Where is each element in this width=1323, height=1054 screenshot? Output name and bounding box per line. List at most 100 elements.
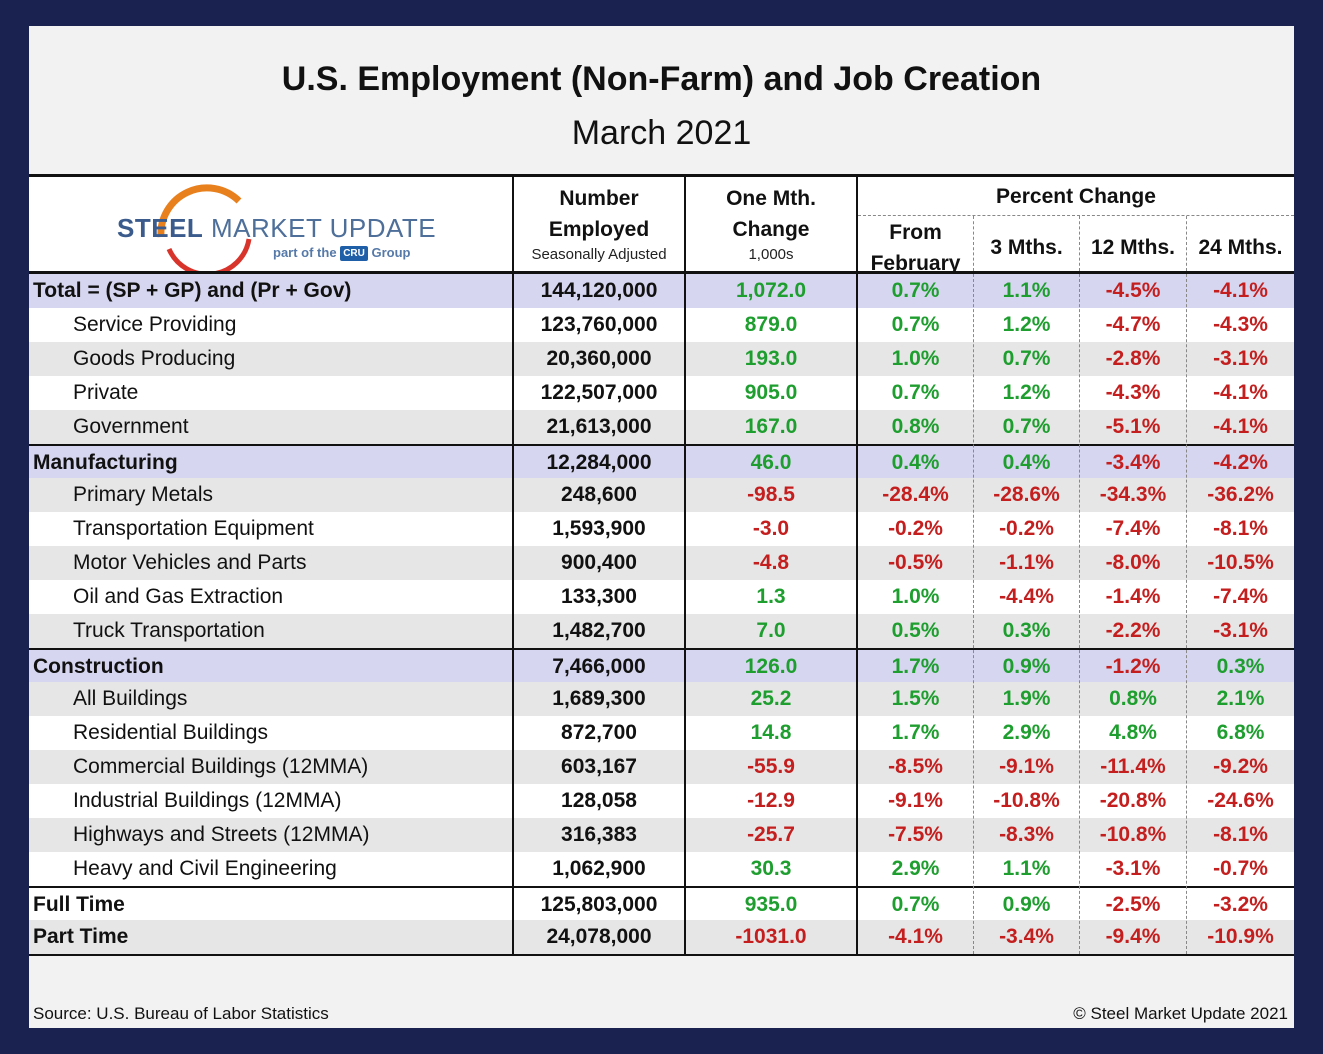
row-label: Industrial Buildings (12MMA) <box>73 789 342 812</box>
cell-m3: -1.1% <box>999 551 1054 574</box>
cell-feb: 1.5% <box>891 687 940 710</box>
cell-m3: 1.9% <box>1002 687 1051 710</box>
column-divider <box>1186 274 1187 954</box>
logo-text: STEEL MARKET UPDATE <box>117 213 436 244</box>
header-divider <box>973 216 974 271</box>
table-row: Primary Metals 248,600 -98.5 -28.4% -28.6% -3… <box>29 478 1294 512</box>
cell-m24: -9.2% <box>1213 755 1268 778</box>
cell-m12: -4.3% <box>1105 381 1161 404</box>
header-change-line2: Change <box>732 218 810 241</box>
cell-m12: -5.1% <box>1105 415 1161 438</box>
column-divider <box>684 274 686 954</box>
header-number-note: Seasonally Adjusted <box>531 246 667 263</box>
header-percent-change: Percent Change <box>996 185 1156 208</box>
cell-number: 316,383 <box>561 823 637 846</box>
table-header: STEEL MARKET UPDATE part of the CRU Grou… <box>29 174 1294 275</box>
table-row: Government 21,613,000 167.0 0.8% 0.7% -5.1% -4… <box>29 410 1294 444</box>
cell-m3: -10.8% <box>993 789 1060 812</box>
row-label: All Buildings <box>73 687 188 710</box>
logo-sub-label: part of the <box>273 245 337 260</box>
cell-change: 1.3 <box>756 585 786 608</box>
table-row: Part Time 24,078,000 -1031.0 -4.1% -3.4% -9.4… <box>29 920 1294 954</box>
row-label: Highways and Streets (12MMA) <box>73 823 370 846</box>
cell-number: 24,078,000 <box>546 925 652 948</box>
row-label: Manufacturing <box>33 451 178 474</box>
row-label: Full Time <box>33 893 125 916</box>
cell-change: 167.0 <box>744 415 798 438</box>
cell-m12: -4.7% <box>1105 313 1161 336</box>
cell-m3: 2.9% <box>1002 721 1051 744</box>
title-box: U.S. Employment (Non-Farm) and Job Creat… <box>29 26 1294 174</box>
cell-m3: 0.9% <box>1002 893 1051 916</box>
cell-change: 126.0 <box>744 655 798 678</box>
cell-number: 21,613,000 <box>546 415 652 438</box>
source-note: Source: U.S. Bureau of Labor Statistics <box>33 1004 329 1023</box>
header-24-months: 24 Mths. <box>1198 236 1283 259</box>
logo-subtext: part of the CRU Group <box>273 245 410 262</box>
cell-change: 879.0 <box>744 313 798 336</box>
row-label: Heavy and Civil Engineering <box>73 857 337 880</box>
column-divider <box>512 274 514 954</box>
cell-change: -1031.0 <box>735 925 807 948</box>
table-row: Construction 7,466,000 126.0 1.7% 0.9% -1.2% 0… <box>29 648 1294 682</box>
row-label: Government <box>73 415 189 438</box>
cell-feb: 0.7% <box>891 313 940 336</box>
table-bottom-rule <box>29 954 1294 956</box>
cell-feb: 0.5% <box>891 619 940 642</box>
cell-m12: -3.1% <box>1105 857 1161 880</box>
cell-m24: 6.8% <box>1216 721 1265 744</box>
cell-m12: -2.5% <box>1105 893 1161 916</box>
column-divider <box>973 274 974 954</box>
cell-m24: -10.9% <box>1207 925 1274 948</box>
table-row: Total = (SP + GP) and (Pr + Gov) 144,120,… <box>29 274 1294 308</box>
column-divider <box>1079 274 1080 954</box>
logo-swoosh-icon <box>157 184 252 271</box>
cell-feb: -0.2% <box>888 517 943 540</box>
row-label: Primary Metals <box>73 483 214 506</box>
cell-m24: -3.1% <box>1213 347 1268 370</box>
table-row: Commercial Buildings (12MMA) 603,167 -55.9… <box>29 750 1294 784</box>
row-label: Residential Buildings <box>73 721 268 744</box>
header-from-line1: From <box>889 221 942 244</box>
table-row: Heavy and Civil Engineering 1,062,900 30.3… <box>29 852 1294 886</box>
cell-m3: -9.1% <box>999 755 1054 778</box>
header-change-note: 1,000s <box>748 246 794 263</box>
cell-m24: -8.1% <box>1213 517 1268 540</box>
table-row: Highways and Streets (12MMA) 316,383 -25.7… <box>29 818 1294 852</box>
row-label: Construction <box>33 655 164 678</box>
cell-feb: -0.5% <box>888 551 943 574</box>
cell-feb: -8.5% <box>888 755 943 778</box>
cell-m3: 1.2% <box>1002 381 1051 404</box>
header-divider <box>856 177 858 271</box>
header-change-line1: One Mth. <box>726 187 816 210</box>
cell-m24: -3.1% <box>1213 619 1268 642</box>
table-row: Truck Transportation 1,482,700 7.0 0.5% 0.3%… <box>29 614 1294 648</box>
row-label: Goods Producing <box>73 347 236 370</box>
cell-m3: 0.7% <box>1002 415 1051 438</box>
column-divider <box>856 274 858 954</box>
cell-feb: -9.1% <box>888 789 943 812</box>
row-label: Part Time <box>33 925 129 948</box>
cell-change: -25.7 <box>747 823 795 846</box>
header-one-month-change: One Mth. Change 1,000s <box>686 183 856 265</box>
row-label: Transportation Equipment <box>73 517 314 540</box>
header-from-february: From February <box>858 217 973 279</box>
cell-change: 25.2 <box>750 687 792 710</box>
row-label: Total = (SP + GP) and (Pr + Gov) <box>33 279 352 302</box>
cell-number: 12,284,000 <box>546 451 652 474</box>
cell-change: -3.0 <box>752 517 790 540</box>
table-row: Transportation Equipment 1,593,900 -3.0 -0.… <box>29 512 1294 546</box>
cell-number: 1,482,700 <box>552 619 646 642</box>
cell-m12: 4.8% <box>1109 721 1157 744</box>
cell-change: 30.3 <box>750 857 792 880</box>
cell-m12: -1.4% <box>1105 585 1161 608</box>
cell-m3: -3.4% <box>999 925 1054 948</box>
header-3-months: 3 Mths. <box>990 236 1063 259</box>
cell-feb: 1.0% <box>891 347 940 370</box>
cell-m24: -36.2% <box>1207 483 1274 506</box>
row-label: Commercial Buildings (12MMA) <box>73 755 369 778</box>
cell-feb: 0.8% <box>891 415 940 438</box>
row-label: Oil and Gas Extraction <box>73 585 284 608</box>
cell-change: -98.5 <box>747 483 795 506</box>
cell-change: 1,072.0 <box>735 279 807 302</box>
